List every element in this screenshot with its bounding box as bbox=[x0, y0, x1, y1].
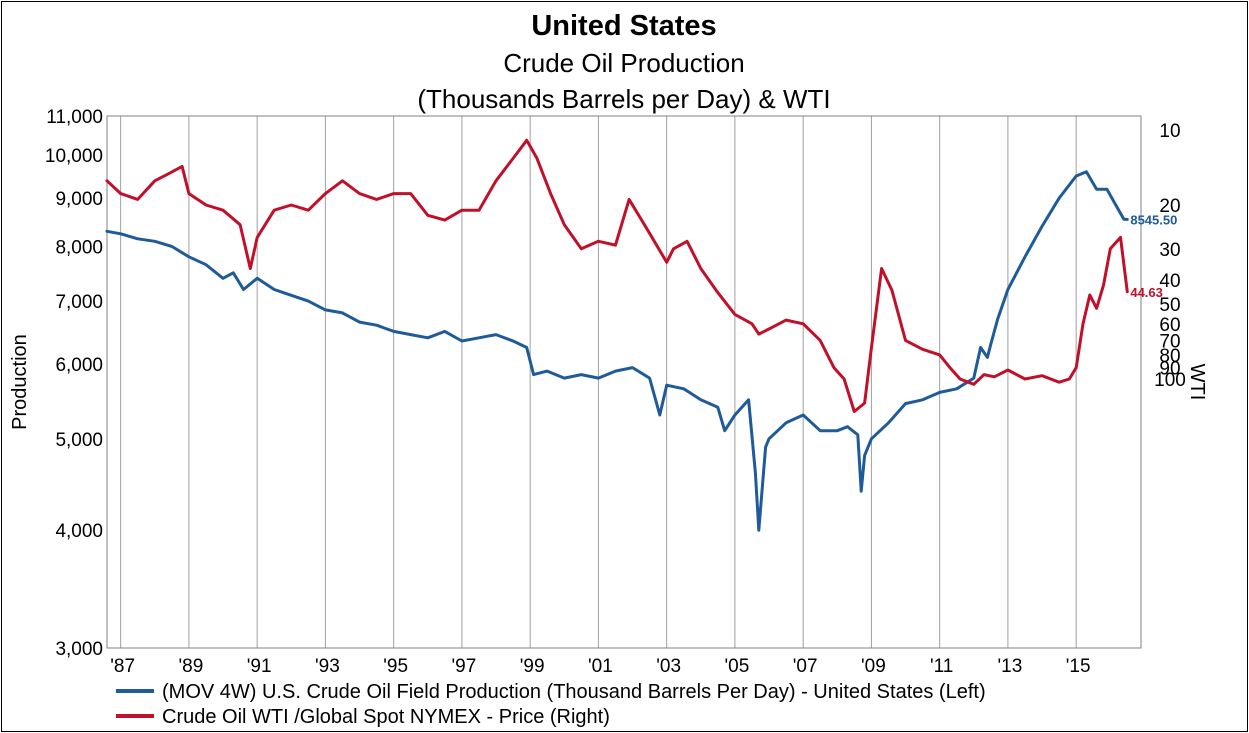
chart-subtitle-line-1: Crude Oil Production bbox=[503, 48, 744, 78]
left-tick-label: 7,000 bbox=[55, 292, 103, 313]
vertical-gridlines bbox=[120, 116, 1077, 648]
left-tick-label: 11,000 bbox=[46, 107, 103, 128]
left-tick-label: 10,000 bbox=[45, 146, 103, 167]
legend-label-wti: Crude Oil WTI /Global Spot NYMEX - Price… bbox=[162, 706, 610, 728]
right-tick-label: 100 bbox=[1154, 370, 1186, 391]
right-tick-label: 30 bbox=[1159, 240, 1180, 261]
series-end-labels: 8545.50 44.63 bbox=[1130, 212, 1177, 299]
x-tick-label: '03 bbox=[656, 656, 681, 677]
end-label-production: 8545.50 bbox=[1130, 212, 1177, 227]
series-wti-line bbox=[105, 138, 1129, 413]
left-tick-label: 5,000 bbox=[55, 430, 103, 451]
series-production-line bbox=[105, 170, 1129, 532]
x-tick-label: '01 bbox=[588, 656, 613, 677]
x-tick-label: '05 bbox=[725, 656, 750, 677]
left-tick-label: 9,000 bbox=[55, 189, 103, 210]
left-tick-label: 4,000 bbox=[55, 521, 103, 542]
plot-area-border bbox=[106, 115, 1142, 649]
x-tick-label: '89 bbox=[179, 656, 204, 677]
series-lines bbox=[105, 138, 1129, 532]
end-label-wti: 44.63 bbox=[1130, 285, 1163, 300]
legend: (MOV 4W) U.S. Crude Oil Field Production… bbox=[116, 681, 986, 728]
legend-label-production: (MOV 4W) U.S. Crude Oil Field Production… bbox=[162, 681, 986, 703]
x-tick-label: '09 bbox=[861, 656, 886, 677]
left-axis-ticks: 3,000 4,000 5,000 6,000 7,000 8,000 9,000 10,00… bbox=[45, 107, 103, 660]
x-tick-label: '13 bbox=[998, 656, 1023, 677]
right-tick-label: 60 bbox=[1159, 315, 1180, 336]
x-tick-label: '95 bbox=[383, 656, 408, 677]
left-axis-label: Production bbox=[9, 334, 31, 430]
x-tick-label: '07 bbox=[793, 656, 818, 677]
x-tick-label: '87 bbox=[110, 656, 135, 677]
right-axis-label: WTI bbox=[1186, 364, 1208, 401]
right-tick-label: 80 bbox=[1159, 346, 1180, 367]
x-axis-ticks: '87 '89 '91 '93 '95 '97 '99 '01 '03 '05 '07 '09 '11 '… bbox=[110, 656, 1090, 677]
left-tick-label: 6,000 bbox=[55, 355, 103, 376]
x-tick-label: '11 bbox=[930, 656, 953, 677]
chart-subtitle-line-2: (Thousands Barrels per Day) & WTI bbox=[417, 84, 830, 114]
x-tick-label: '99 bbox=[520, 656, 545, 677]
right-tick-label: 70 bbox=[1159, 331, 1180, 352]
chart-title: United States bbox=[531, 10, 716, 42]
right-tick-label: 50 bbox=[1159, 295, 1180, 316]
left-tick-label: 3,000 bbox=[55, 639, 103, 660]
x-tick-label: '91 bbox=[247, 656, 272, 677]
x-tick-label: '15 bbox=[1066, 656, 1091, 677]
x-tick-label: '93 bbox=[315, 656, 340, 677]
right-tick-label: 10 bbox=[1159, 121, 1180, 142]
right-tick-label: 20 bbox=[1159, 196, 1180, 217]
x-tick-label: '97 bbox=[452, 656, 477, 677]
right-tick-label: 90 bbox=[1159, 359, 1180, 380]
left-tick-label: 8,000 bbox=[55, 237, 103, 258]
right-tick-label: 40 bbox=[1159, 271, 1180, 292]
